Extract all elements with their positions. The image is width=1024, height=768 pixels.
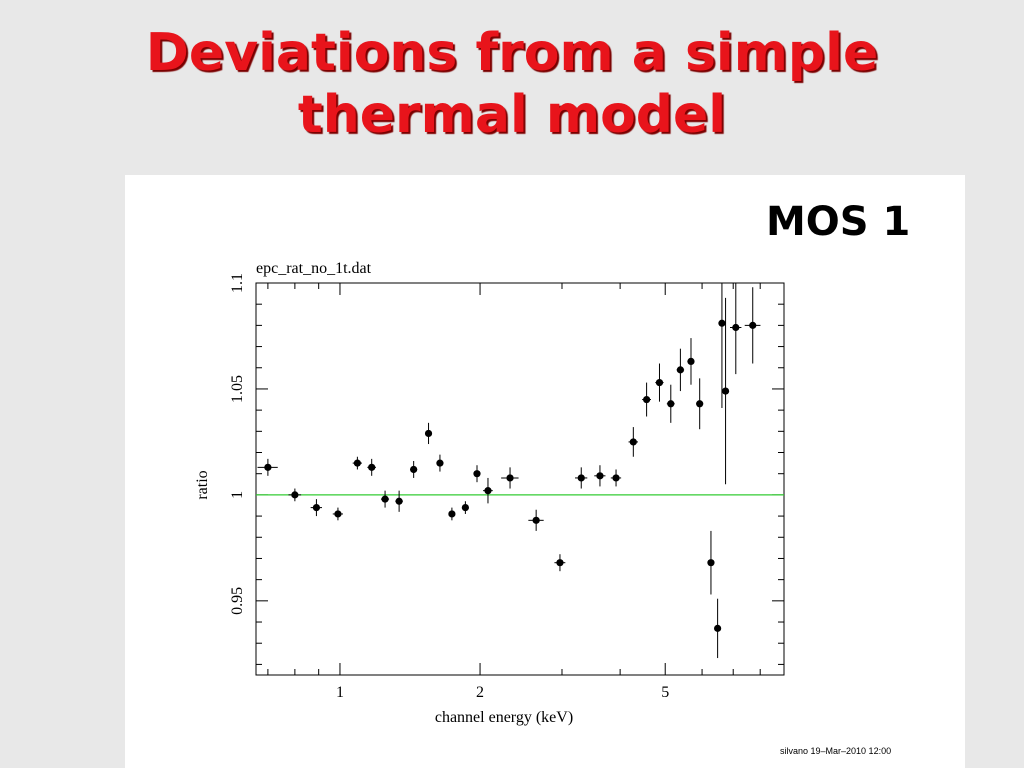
point-marker [749,321,757,329]
data-point [696,378,704,430]
point-marker [721,387,730,395]
data-point [395,490,403,512]
point-marker [556,559,564,567]
y-tick-label: 1.05 [229,375,246,403]
point-marker [448,510,456,518]
point-marker [461,504,469,512]
y-tick-label: 0.95 [229,587,246,615]
data-point [628,427,639,457]
point-marker [395,497,403,505]
data-point [424,422,433,445]
y-axis-label: ratio [194,470,211,499]
point-marker [424,429,433,438]
data-point [676,348,685,392]
point-marker [643,395,651,404]
data-point [310,499,323,517]
data-point [721,297,730,485]
data-point [730,283,742,375]
footer-credit: silvano 19–Mar–2010 12:00 [780,746,892,756]
point-marker [687,357,695,365]
point-marker [696,400,704,408]
point-marker [707,559,715,567]
data-point [575,467,588,489]
data-point [380,490,390,508]
data-point [594,465,606,487]
point-layer [257,283,761,659]
point-marker [353,459,361,467]
slide-title-line-2: thermal model [297,85,727,145]
point-marker [629,438,637,446]
data-point [436,454,444,472]
data-point [655,363,664,402]
data-point [501,467,519,489]
data-point [707,530,715,595]
plot-frame [255,282,785,676]
x-axis-label: channel energy (keV) [435,709,573,726]
point-marker [410,465,418,474]
data-point [666,384,675,423]
data-points [257,283,761,659]
ratio-chart: 1 2 5 0.95 1 1.05 1.1 epc_rat_no_1t.dat channe… [194,260,785,726]
data-point [687,338,695,385]
data-point [744,287,761,364]
data-point [714,598,722,659]
data-point [642,382,651,417]
instrument-label: MOS 1 [766,199,911,245]
data-point [610,469,622,487]
point-marker [676,366,684,374]
data-point [367,458,376,476]
data-point [410,460,418,478]
data-point [257,458,278,476]
point-marker [381,495,389,503]
data-point [448,507,456,521]
point-marker [714,624,722,632]
point-marker [596,472,604,480]
data-point [461,501,469,514]
point-marker [368,463,376,471]
point-marker [473,470,481,478]
slide-title-line-1: Deviations from a simple [145,23,879,83]
point-marker [436,459,444,467]
point-marker [506,474,514,482]
slide-title: Deviations from a simple thermal model [0,22,1024,146]
point-marker [732,323,740,332]
data-point [718,283,726,409]
point-marker [291,491,299,499]
point-marker [667,400,675,408]
point-marker [655,378,664,387]
plot-panel [125,175,965,768]
data-point [288,488,302,502]
y-tick-label: 1.1 [229,273,246,293]
data-point [332,507,343,521]
data-point [554,554,566,572]
point-marker [264,463,272,471]
point-marker [334,510,342,518]
x-tick-label: 5 [661,684,669,701]
chart-title: epc_rat_no_1t.dat [256,260,372,277]
point-marker [312,504,321,512]
point-marker [612,474,620,482]
point-marker [718,319,726,327]
data-point [483,477,493,504]
x-tick-label: 2 [476,684,484,701]
data-point [473,465,481,483]
y-tick-label: 1 [229,491,246,499]
point-marker [484,487,492,495]
point-marker [532,516,540,524]
data-point [528,509,544,531]
chart-axes: 1 2 5 0.95 1 1.05 1.1 [229,273,785,701]
x-tick-label: 1 [336,684,344,701]
data-point [352,456,362,470]
point-marker [577,474,585,482]
